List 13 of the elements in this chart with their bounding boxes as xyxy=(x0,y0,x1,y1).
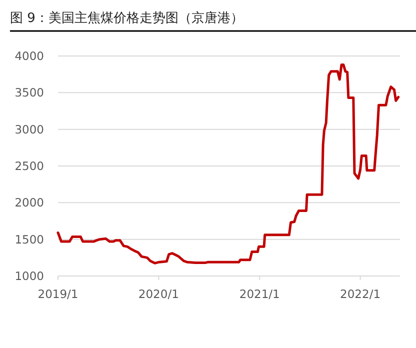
x-tick-label: 2021/1 xyxy=(239,287,280,301)
y-tick-label: 1500 xyxy=(14,232,44,246)
x-tick-label: 2020/1 xyxy=(138,287,179,301)
y-tick-label: 2500 xyxy=(14,159,44,173)
x-tick-label: 2019/1 xyxy=(38,287,78,301)
y-tick-label: 3000 xyxy=(14,122,44,136)
x-tick-label: 2022/1 xyxy=(340,287,381,301)
y-tick-label: 3500 xyxy=(14,86,44,100)
line-series xyxy=(56,64,400,264)
y-tick-label: 4000 xyxy=(14,49,44,63)
chart-title: 图 9：美国主焦煤价格走势图（京唐港） xyxy=(10,10,244,26)
y-tick-label: 2000 xyxy=(14,196,44,210)
y-tick-label: 1000 xyxy=(14,269,44,283)
